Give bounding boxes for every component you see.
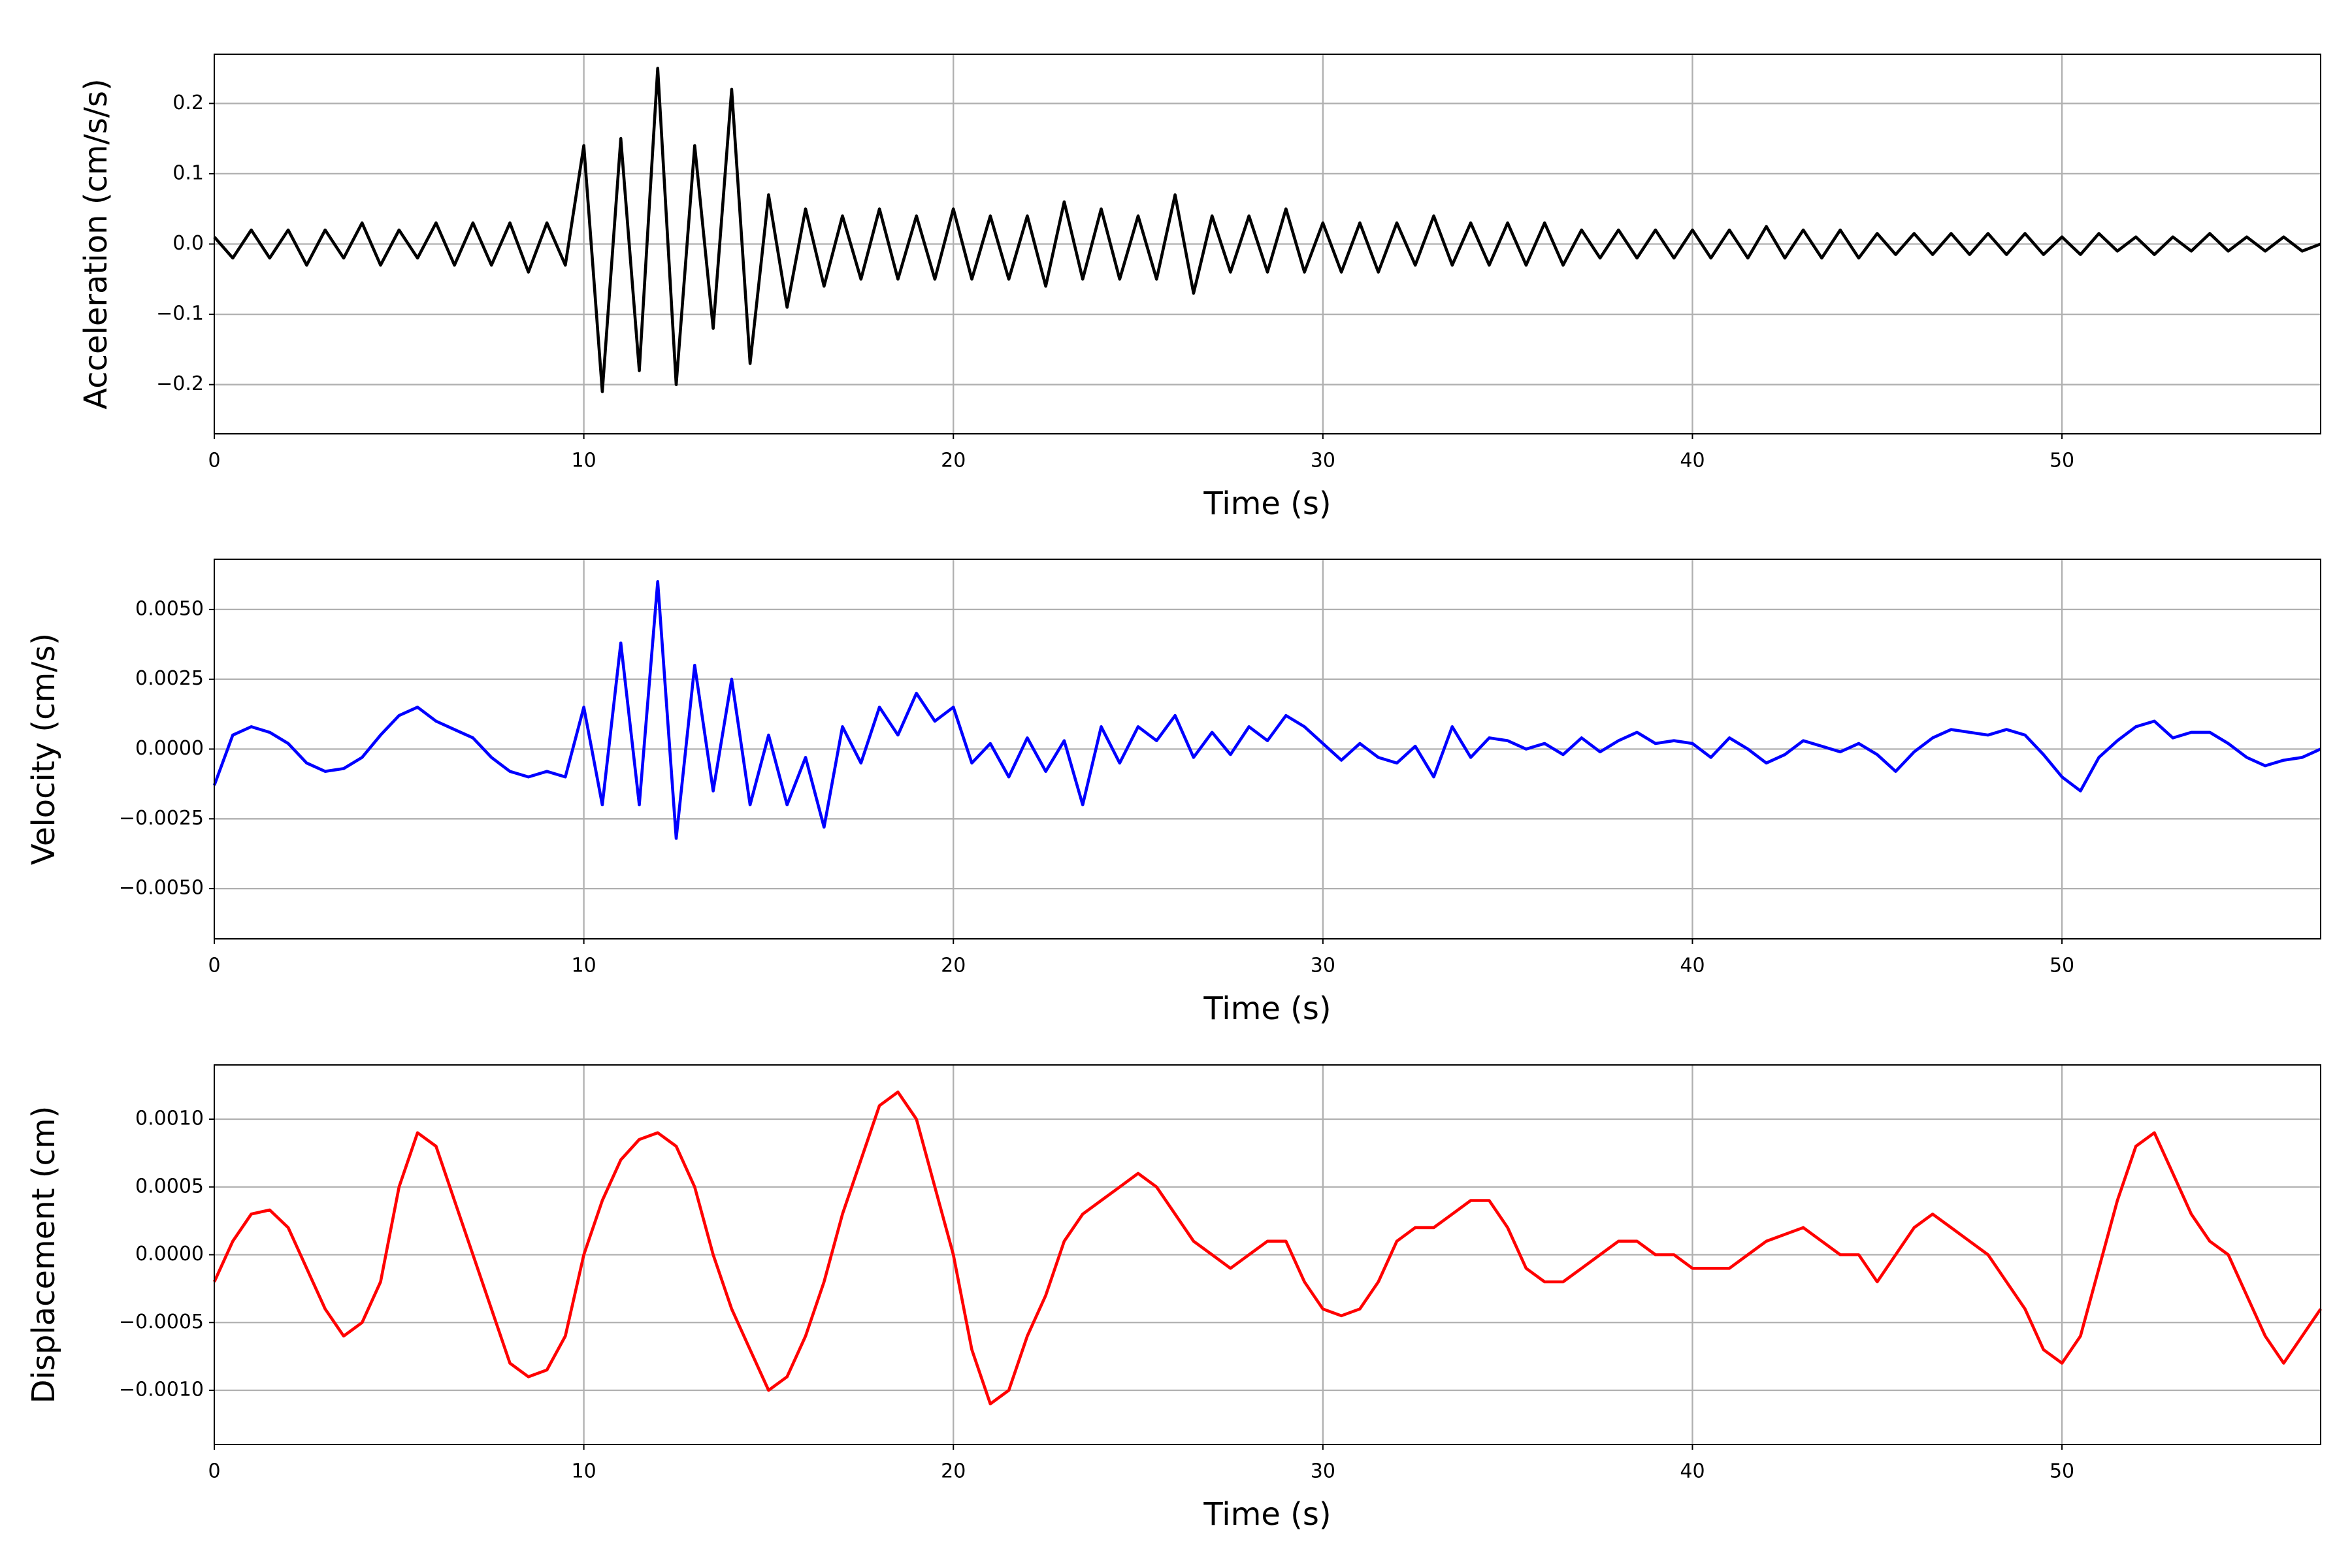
- x-tick-label: 10: [572, 1460, 596, 1483]
- data-line: [213, 67, 2321, 393]
- x-tick-label: 50: [2050, 449, 2074, 472]
- y-axis-label: Displacement (cm): [25, 1106, 62, 1404]
- x-tick-label: 0: [208, 449, 220, 472]
- x-axis-label: Time (s): [1203, 485, 1331, 522]
- x-tick-label: 20: [941, 955, 966, 977]
- x-tick-label: 10: [572, 955, 596, 977]
- y-tick-label: −0.0005: [119, 1311, 204, 1333]
- x-tick-label: 10: [572, 449, 596, 472]
- x-tick-label: 40: [1680, 955, 1705, 977]
- x-tick-label: 30: [1311, 955, 1335, 977]
- y-tick-label: 0.0000: [135, 737, 204, 760]
- x-tick-label: 0: [208, 1460, 220, 1483]
- y-tick-label: 0.0: [172, 232, 204, 255]
- y-tick-label: −0.0025: [119, 807, 204, 830]
- y-tick-label: 0.0050: [135, 597, 204, 620]
- y-tick-label: 0.0005: [135, 1175, 204, 1198]
- x-tick-label: 30: [1311, 449, 1335, 472]
- x-tick-label: 0: [208, 955, 220, 977]
- x-tick-label: 20: [941, 449, 966, 472]
- axes-frame: [214, 54, 2321, 434]
- x-tick-label: 50: [2050, 1460, 2074, 1483]
- x-tick-label: 30: [1311, 1460, 1335, 1483]
- x-tick-label: 40: [1680, 449, 1705, 472]
- axes-frame: [214, 559, 2321, 939]
- data-line: [212, 580, 2321, 840]
- data-line: [212, 1090, 2322, 1406]
- y-axis-label: Acceleration (cm/s/s): [78, 78, 114, 409]
- x-axis-label: Time (s): [1203, 1496, 1331, 1533]
- y-tick-label: 0.0010: [135, 1107, 204, 1130]
- y-tick-label: 0.2: [172, 91, 204, 114]
- x-tick-label: 50: [2050, 955, 2074, 977]
- y-tick-label: −0.0050: [119, 877, 204, 900]
- y-tick-label: −0.0010: [119, 1379, 204, 1401]
- y-tick-label: −0.1: [156, 302, 204, 325]
- x-axis-label: Time (s): [1203, 990, 1331, 1027]
- y-axis-label: Velocity (cm/s): [25, 633, 62, 865]
- y-tick-label: 0.0025: [135, 667, 204, 690]
- y-tick-label: −0.2: [156, 372, 204, 395]
- x-tick-label: 20: [941, 1460, 966, 1483]
- y-tick-label: 0.0000: [135, 1243, 204, 1266]
- axes-frame: [214, 1064, 2321, 1445]
- y-tick-label: 0.1: [172, 161, 204, 184]
- x-tick-label: 40: [1680, 1460, 1705, 1483]
